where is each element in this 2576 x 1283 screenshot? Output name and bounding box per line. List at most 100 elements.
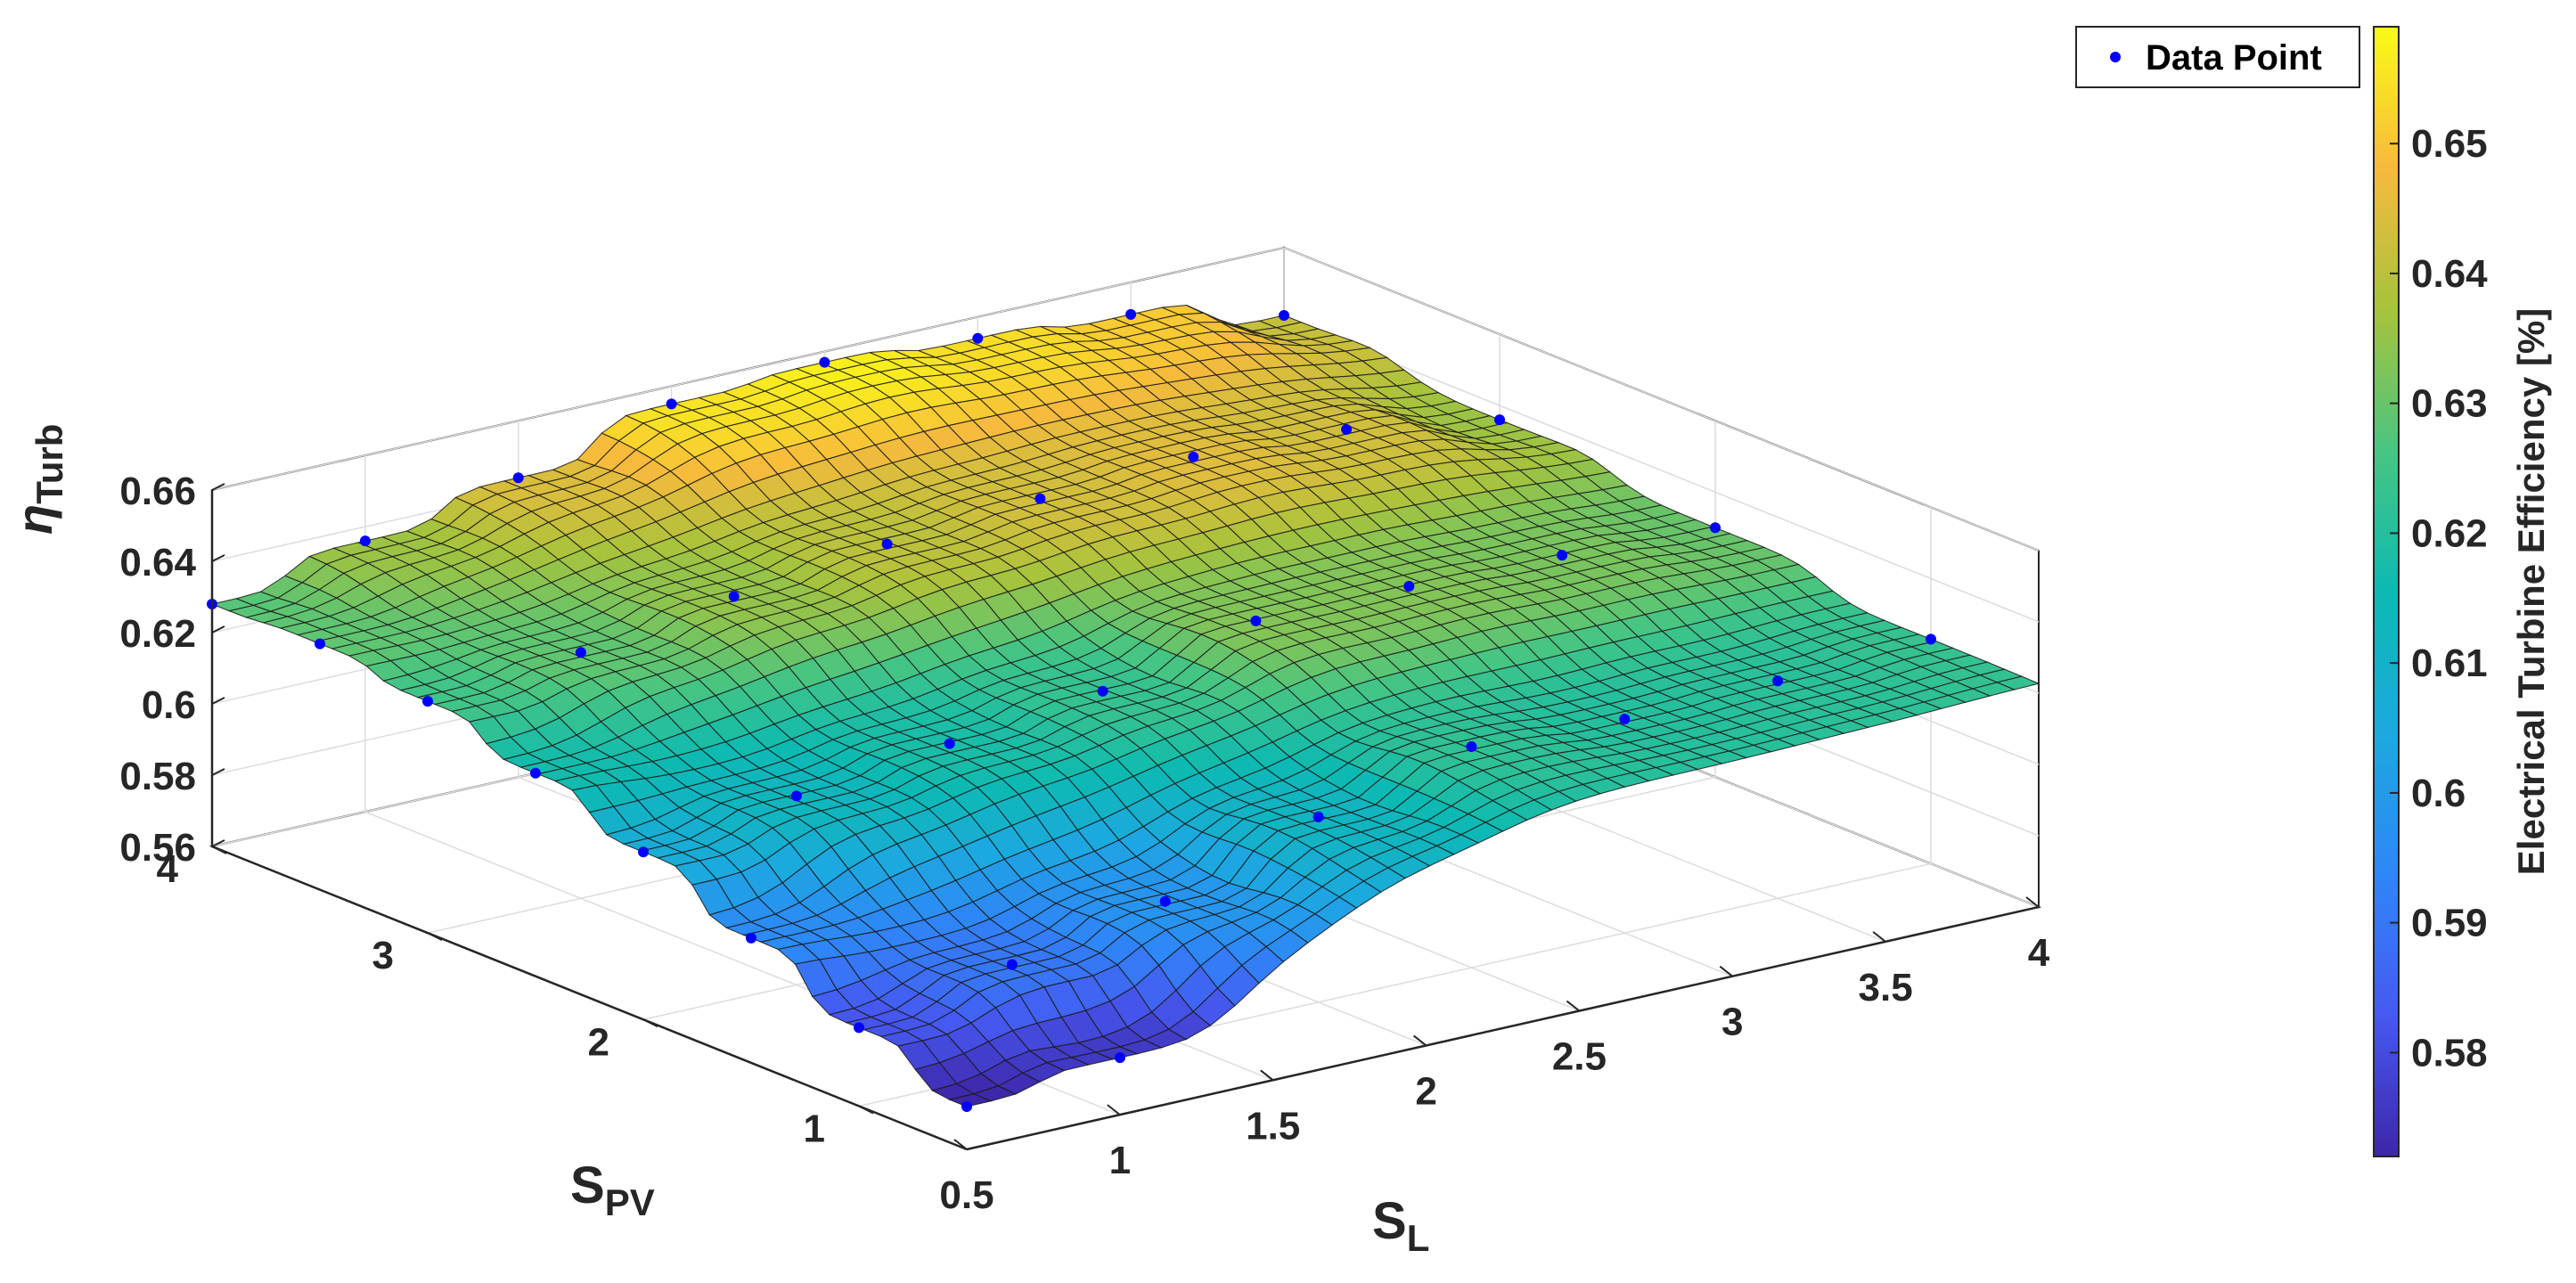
colorbar-ticks: 0.58 0.59 0.6 0.61 0.62 0.63 0.64 0.65 bbox=[2390, 122, 2488, 1075]
x-tick-mark bbox=[1872, 931, 1886, 943]
data-point bbox=[1557, 550, 1568, 561]
z-tick-label: 0.58 bbox=[119, 755, 196, 798]
data-point bbox=[972, 332, 984, 344]
y-tick-mark bbox=[642, 1018, 658, 1028]
x-axis-line bbox=[966, 905, 2040, 1151]
data-point bbox=[1125, 308, 1137, 320]
legend-label: Data Point bbox=[2146, 38, 2322, 78]
tick-labels: 0.511.522.533.5412340.560.580.60.620.640… bbox=[119, 470, 2049, 1217]
z-tick-mark bbox=[211, 625, 225, 633]
data-point bbox=[1159, 895, 1171, 907]
data-point bbox=[1926, 633, 1936, 645]
x-tick-label: 1.5 bbox=[1246, 1104, 1300, 1148]
y-tick-mark bbox=[211, 846, 227, 854]
z-tick-mark bbox=[211, 483, 225, 491]
z-tick-mark bbox=[211, 839, 225, 847]
data-point bbox=[1279, 310, 1289, 321]
y-axis-label: SPV bbox=[570, 1156, 655, 1223]
colorbar-tick-label: 0.61 bbox=[2411, 642, 2488, 685]
legend-marker bbox=[2110, 52, 2121, 62]
y-axis-line bbox=[211, 845, 968, 1151]
data-point bbox=[1619, 714, 1631, 725]
data-point bbox=[819, 356, 830, 368]
data-point bbox=[315, 638, 325, 650]
axis-lines bbox=[210, 483, 2040, 1151]
colorbar: 0.58 0.59 0.6 0.61 0.62 0.63 0.64 0.65 Electric… bbox=[2373, 26, 2552, 1157]
grid-line bbox=[1283, 318, 2040, 623]
colorbar-tick-label: 0.65 bbox=[2411, 122, 2488, 166]
z-tick-mark bbox=[211, 697, 225, 705]
x-tick-label: 2.5 bbox=[1552, 1035, 1607, 1079]
y-tick-label: 3 bbox=[372, 934, 394, 977]
z-tick-label: 0.64 bbox=[119, 541, 196, 584]
z-tick-mark bbox=[211, 768, 225, 776]
data-point bbox=[854, 1022, 864, 1034]
z-tick-mark bbox=[211, 554, 225, 562]
data-point bbox=[359, 535, 371, 547]
data-point bbox=[746, 932, 756, 944]
data-point bbox=[666, 398, 677, 410]
z-tick-label: 0.6 bbox=[142, 683, 196, 727]
y-tick-mark bbox=[427, 932, 443, 942]
data-point bbox=[1250, 615, 1262, 626]
legend: Data Point bbox=[2075, 26, 2360, 88]
data-point bbox=[422, 696, 433, 707]
x-tick-label: 2 bbox=[1415, 1069, 1436, 1113]
y-tick-label: 1 bbox=[804, 1107, 825, 1150]
x-tick-label: 3.5 bbox=[1859, 966, 1913, 1009]
x-tick-mark bbox=[2025, 896, 2040, 908]
data-point bbox=[944, 738, 955, 749]
z-tick-label: 0.66 bbox=[119, 470, 196, 513]
y-tick-label: 4 bbox=[157, 847, 179, 891]
data-point bbox=[961, 1101, 972, 1112]
x-tick-mark bbox=[953, 1139, 968, 1150]
x-tick-mark bbox=[1107, 1104, 1121, 1115]
data-point bbox=[1403, 581, 1415, 592]
data-point bbox=[1772, 675, 1784, 687]
x-axis-label: SL bbox=[1372, 1192, 1429, 1259]
y-tick-mark bbox=[858, 1105, 874, 1115]
z-axis-label: ηTurb bbox=[6, 424, 70, 535]
colorbar-gradient bbox=[2373, 26, 2400, 1157]
x-tick-label: 0.5 bbox=[939, 1173, 994, 1217]
grid-line bbox=[1283, 247, 2040, 552]
colorbar-tick-label: 0.64 bbox=[2411, 252, 2488, 296]
data-point bbox=[1006, 959, 1018, 970]
data-point bbox=[728, 591, 740, 602]
data-point bbox=[1341, 424, 1353, 435]
data-point bbox=[1114, 1052, 1125, 1064]
colorbar-tick-label: 0.6 bbox=[2411, 772, 2466, 815]
data-point bbox=[575, 647, 586, 658]
x-tick-mark bbox=[1260, 1069, 1274, 1082]
data-point bbox=[881, 538, 893, 550]
data-point bbox=[638, 846, 649, 858]
grid-line bbox=[211, 247, 1285, 491]
surface-mesh bbox=[210, 305, 2040, 1107]
data-point bbox=[1188, 451, 1199, 462]
data-point bbox=[1710, 522, 1721, 534]
colorbar-tick-label: 0.58 bbox=[2411, 1031, 2488, 1075]
colorbar-tick-label: 0.62 bbox=[2411, 511, 2488, 555]
data-points bbox=[207, 308, 1936, 1112]
data-point bbox=[1034, 493, 1046, 504]
x-tick-mark bbox=[1566, 1000, 1581, 1012]
x-tick-mark bbox=[1412, 1034, 1427, 1047]
data-point bbox=[790, 790, 802, 802]
colorbar-tick-label: 0.59 bbox=[2411, 902, 2488, 945]
data-point bbox=[1494, 414, 1505, 426]
x-tick-label: 4 bbox=[2028, 931, 2050, 975]
x-tick-label: 3 bbox=[1721, 1001, 1743, 1044]
colorbar-tick-label: 0.63 bbox=[2411, 382, 2488, 426]
surface-face bbox=[1995, 675, 2040, 691]
data-point bbox=[530, 767, 541, 779]
data-point bbox=[512, 472, 524, 484]
z-tick-label: 0.56 bbox=[119, 826, 196, 870]
x-tick-label: 1 bbox=[1109, 1139, 1131, 1182]
x-tick-mark bbox=[1719, 965, 1733, 977]
z-tick-label: 0.62 bbox=[119, 612, 196, 656]
y-tick-label: 2 bbox=[588, 1020, 609, 1064]
colorbar-label: Electrical Turbine Efficiency [%] bbox=[2510, 308, 2552, 875]
data-point bbox=[1313, 811, 1324, 822]
data-point bbox=[1466, 741, 1477, 752]
